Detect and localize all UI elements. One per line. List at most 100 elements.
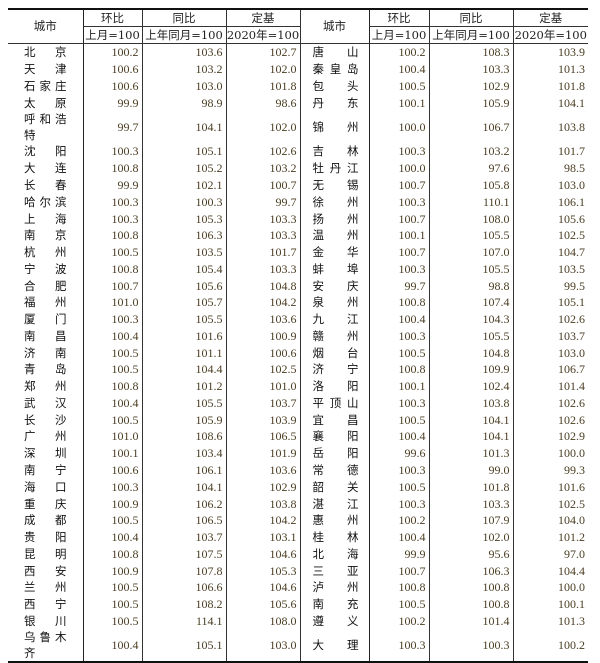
cell-city-right: 牡丹江 xyxy=(299,159,369,177)
cell-city-right: 秦皇岛 xyxy=(299,60,369,78)
table-row: 海口 100.3 104.1 102.9 韶关 100.5 101.8 101.6 xyxy=(8,478,588,496)
cell-mom: 100.5 xyxy=(82,243,142,261)
cell-mom-right: 100.4 xyxy=(368,428,429,445)
cell-city-right: 平顶山 xyxy=(299,394,369,412)
cell-city: 杭州 xyxy=(24,245,67,260)
cell-yoy: 103.4 xyxy=(141,444,226,462)
table-row: 石家庄 100.6 103.0 101.8 包头 100.5 102.9 101.8 xyxy=(8,77,588,95)
cell-city: 西宁 xyxy=(24,597,67,612)
cell-fixed-right: 103.9 xyxy=(512,43,588,61)
cell-fixed-right: 103.5 xyxy=(512,260,588,278)
city-price-index-table: 城市 环比 同比 定基 城市 环比 同比 定基 上月=100 上年同月=100 … xyxy=(8,8,588,663)
cell-fixed: 103.3 xyxy=(225,210,300,227)
cell-fixed: 102.5 xyxy=(225,361,300,378)
cell-fixed: 103.6 xyxy=(225,461,300,479)
cell-city: 西安 xyxy=(24,563,67,578)
cell-mom-right: 100.7 xyxy=(368,176,429,194)
cell-mom-right: 100.1 xyxy=(368,226,429,244)
cell-mom: 100.3 xyxy=(82,193,142,211)
cell-fixed: 102.9 xyxy=(225,478,300,496)
cell-mom: 100.5 xyxy=(82,511,142,529)
cell-fixed-right: 104.7 xyxy=(512,243,588,261)
cell-city: 福州 xyxy=(24,295,67,310)
cell-fixed-right: 98.5 xyxy=(512,159,588,177)
cell-fixed: 105.3 xyxy=(225,562,300,579)
cell-fixed-right: 106.7 xyxy=(512,361,588,378)
cell-fixed-right: 101.3 xyxy=(512,612,588,630)
header-fixed: 定基 xyxy=(225,9,300,27)
cell-yoy: 102.1 xyxy=(141,176,226,194)
cell-fixed: 100.6 xyxy=(225,344,300,362)
cell-yoy-right: 104.1 xyxy=(428,428,513,445)
cell-yoy: 106.6 xyxy=(141,578,226,596)
cell-yoy: 103.2 xyxy=(141,60,226,78)
cell-city-right: 洛阳 xyxy=(299,377,369,395)
cell-mom-right: 100.8 xyxy=(368,293,429,311)
cell-yoy: 98.9 xyxy=(141,94,226,112)
cell-mom: 100.4 xyxy=(82,327,142,345)
table-row: 贵阳 100.4 103.7 103.1 桂林 100.4 102.0 101.2 xyxy=(8,528,588,546)
cell-yoy: 106.2 xyxy=(141,495,226,512)
cell-fixed: 104.8 xyxy=(225,277,300,294)
cell-city: 宁波 xyxy=(24,261,67,276)
cell-yoy: 105.9 xyxy=(141,411,226,429)
cell-yoy: 107.8 xyxy=(141,562,226,579)
cell-fixed: 99.7 xyxy=(225,193,300,211)
cell-yoy-right: 101.4 xyxy=(428,612,513,630)
cell-fixed-right: 103.0 xyxy=(512,344,588,362)
cell-city: 南昌 xyxy=(24,328,67,343)
cell-city: 长春 xyxy=(24,177,67,192)
cell-fixed: 103.2 xyxy=(225,159,300,177)
cell-city: 南京 xyxy=(24,228,67,243)
table-row: 杭州 100.5 103.5 101.7 金华 100.7 107.0 104.7 xyxy=(8,243,588,261)
table-row: 昆明 100.8 107.5 104.6 北海 99.9 95.6 97.0 xyxy=(8,545,588,563)
header-city: 城市 xyxy=(8,9,83,44)
cell-mom-right: 100.3 xyxy=(368,193,429,211)
table-row: 武汉 100.4 105.5 103.7 平顶山 100.3 103.8 102.6 xyxy=(8,394,588,412)
cell-yoy: 106.1 xyxy=(141,461,226,479)
cell-yoy: 103.0 xyxy=(141,77,226,95)
cell-city: 沈阳 xyxy=(24,144,67,159)
table-row: 哈尔滨 100.3 100.3 99.7 徐州 100.3 110.1 106.1 xyxy=(8,193,588,211)
cell-yoy-right: 107.4 xyxy=(428,293,513,311)
cell-mom-right: 100.2 xyxy=(368,511,429,529)
cell-city-right: 扬州 xyxy=(299,210,369,227)
cell-city: 成都 xyxy=(24,513,67,528)
cell-fixed: 101.9 xyxy=(225,444,300,462)
cell-fixed: 101.8 xyxy=(225,77,300,95)
cell-city-right: 韶关 xyxy=(299,478,369,496)
header-fixed-right: 定基 xyxy=(512,9,588,27)
cell-city-right: 三亚 xyxy=(299,562,369,579)
cell-fixed-right: 101.2 xyxy=(512,528,588,546)
cell-yoy-right: 103.8 xyxy=(428,394,513,412)
cell-yoy-right: 95.6 xyxy=(428,545,513,563)
cell-city-right: 岳阳 xyxy=(299,444,369,462)
cell-mom-right: 100.3 xyxy=(368,327,429,345)
cell-yoy: 101.2 xyxy=(141,377,226,395)
cell-mom: 100.3 xyxy=(82,210,142,227)
cell-fixed-right: 106.1 xyxy=(512,193,588,211)
cell-fixed: 103.0 xyxy=(225,629,300,663)
cell-city: 重庆 xyxy=(24,496,67,511)
cell-yoy: 103.5 xyxy=(141,243,226,261)
cell-mom: 100.6 xyxy=(82,77,142,95)
cell-yoy: 105.4 xyxy=(141,260,226,278)
header-mom-right: 环比 xyxy=(368,9,429,27)
cell-yoy: 105.7 xyxy=(141,293,226,311)
cell-yoy: 105.2 xyxy=(141,159,226,177)
cell-fixed-right: 99.5 xyxy=(512,277,588,294)
cell-yoy: 108.2 xyxy=(141,595,226,613)
cell-city-right: 遵义 xyxy=(299,612,369,630)
table-body: 北京 100.2 103.6 102.7 唐山 100.2 108.3 103.9 天津 100.… xyxy=(8,43,588,663)
cell-fixed: 103.7 xyxy=(225,394,300,412)
cell-fixed: 108.0 xyxy=(225,612,300,630)
cell-yoy-right: 109.9 xyxy=(428,361,513,378)
cell-city: 南宁 xyxy=(24,462,67,477)
cell-yoy-right: 104.8 xyxy=(428,344,513,362)
cell-yoy-right: 108.0 xyxy=(428,210,513,227)
cell-city: 呼和浩特 xyxy=(24,112,67,143)
cell-yoy: 104.1 xyxy=(141,111,226,144)
cell-yoy-right: 101.8 xyxy=(428,478,513,496)
cell-fixed-right: 102.6 xyxy=(512,310,588,328)
cell-fixed: 102.7 xyxy=(225,43,300,61)
